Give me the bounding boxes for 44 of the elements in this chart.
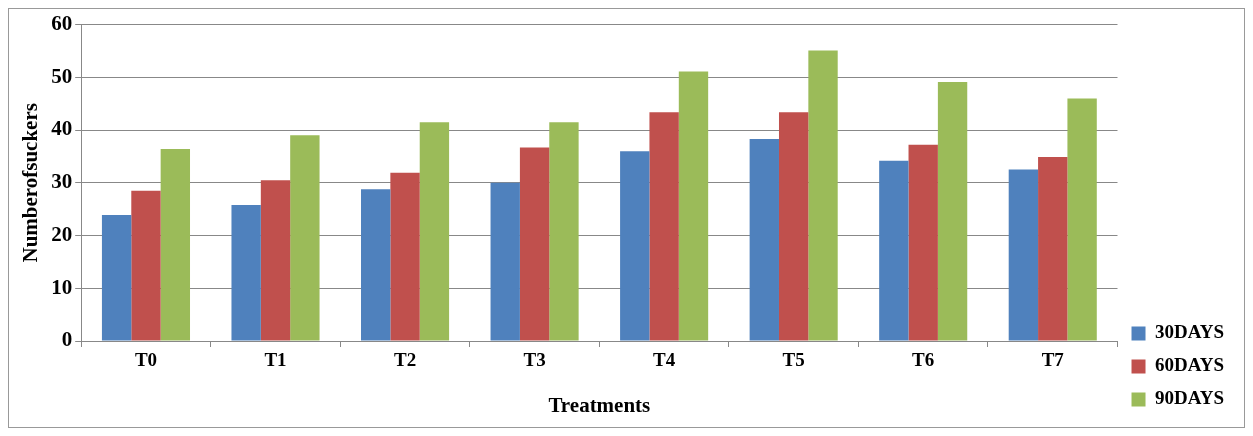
bar: [101, 214, 132, 341]
legend-label: 60DAYS: [1155, 354, 1225, 376]
y-tick-label: 50: [51, 63, 73, 88]
bar: [231, 204, 261, 341]
x-tick-label: T2: [393, 349, 417, 371]
bar: [160, 149, 191, 341]
bar: [490, 182, 520, 341]
bar: [390, 172, 420, 341]
bar: [1038, 156, 1068, 341]
x-tick-label: T6: [912, 349, 935, 371]
y-tick-label: 20: [51, 221, 73, 246]
bar: [649, 112, 679, 341]
bar: [749, 139, 779, 341]
bar: [908, 144, 938, 341]
bar: [361, 189, 391, 341]
bar: [879, 160, 909, 341]
x-axis-title: Treatments: [548, 392, 651, 417]
bar: [260, 180, 291, 341]
y-tick-label: 30: [51, 169, 73, 194]
y-axis-title: Numberofsuckers: [18, 103, 43, 263]
x-tick-label: T3: [523, 349, 546, 371]
y-tick-label: 60: [51, 11, 73, 36]
y-tick-label: 10: [51, 274, 73, 299]
y-tick-label: 40: [51, 116, 73, 141]
x-tick-label: T5: [782, 349, 805, 371]
legend-label: 90DAYS: [1155, 387, 1225, 409]
bar: [1067, 98, 1097, 341]
bar: [620, 151, 650, 341]
bar: [778, 112, 809, 341]
x-tick-label: T0: [134, 349, 158, 371]
legend-label: 30DAYS: [1155, 321, 1225, 343]
bar: [519, 147, 550, 341]
x-tick-label: T4: [653, 349, 676, 371]
y-tick-label: 0: [61, 327, 73, 352]
x-tick-label: T1: [264, 349, 287, 371]
bar: [678, 71, 709, 341]
x-tick-label: T7: [1041, 349, 1065, 371]
bar: [290, 135, 320, 341]
bar: [937, 82, 968, 341]
bar: [419, 122, 450, 341]
bar: [549, 122, 579, 341]
bar: [1008, 169, 1039, 341]
bar: [131, 190, 161, 341]
bar: [808, 50, 838, 341]
